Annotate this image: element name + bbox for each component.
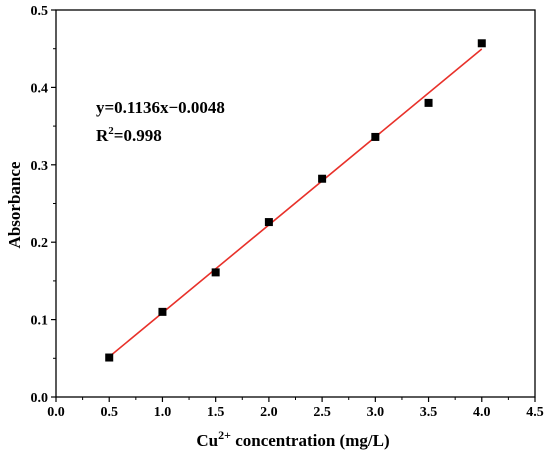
y-tick-label: 0.4 [31, 81, 49, 96]
x-tick-label: 4.0 [473, 405, 491, 420]
data-point-marker [158, 307, 167, 316]
plot-area: 0.0 0.5 1.0 1.5 2.0 2.5 3.0 3.5 4.0 4.5 0.0 0.1 0.2 0… [31, 4, 544, 420]
x-tick-label: 4.5 [526, 405, 544, 420]
y-tick-label: 0.3 [31, 159, 49, 174]
linear-fit-line [108, 48, 483, 358]
r-squared-annotation: R2=0.998 [96, 125, 162, 145]
data-point-marker [264, 218, 273, 227]
data-point-marker [371, 132, 380, 141]
x-tick-label: 0.5 [100, 405, 118, 420]
x-tick-label: 2.0 [260, 405, 278, 420]
data-point-marker [424, 98, 433, 107]
x-tick-label: 1.0 [154, 405, 172, 420]
data-point-marker [477, 39, 486, 48]
y-tick-label: 0.1 [31, 314, 49, 329]
data-point-marker [318, 174, 327, 183]
data-point-marker [211, 268, 220, 277]
x-tick-label: 1.5 [207, 405, 225, 420]
equation-annotation: y=0.1136x−0.0048 [96, 98, 225, 117]
x-tick-label: 0.0 [47, 405, 65, 420]
y-axis-title: Absorbance [5, 161, 24, 248]
data-point-marker [105, 353, 114, 362]
x-axis-title: Cu2+ concentration (mg/L) [196, 428, 389, 450]
y-tick-label: 0.5 [31, 4, 49, 19]
x-tick-label: 3.0 [367, 405, 385, 420]
x-tick-label: 2.5 [313, 405, 331, 420]
x-tick-label: 3.5 [420, 405, 438, 420]
y-tick-label: 0.0 [31, 391, 49, 406]
y-tick-label: 0.2 [31, 236, 49, 251]
